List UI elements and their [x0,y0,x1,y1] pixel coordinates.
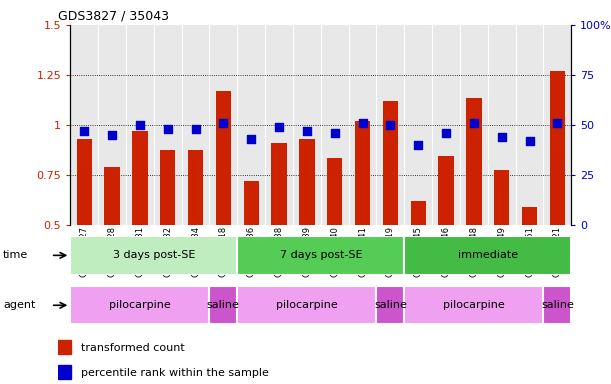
Bar [98,25,126,225]
Text: time: time [3,250,28,260]
Bar [382,101,398,225]
Text: saline: saline [207,300,240,310]
Bar [404,286,543,324]
Point [79,128,89,134]
Bar [321,25,349,225]
Bar [293,25,321,225]
Point [302,128,312,134]
Bar [432,25,460,225]
Bar [58,365,71,379]
Text: immediate: immediate [458,250,518,260]
Point [191,126,200,132]
Text: agent: agent [3,300,35,310]
Bar [376,286,404,324]
Bar [327,158,342,225]
Bar [244,181,259,225]
Point [219,120,229,126]
Bar [104,167,120,225]
Bar [522,207,537,225]
Text: pilocarpine: pilocarpine [109,300,170,310]
Bar [438,156,454,225]
Bar [70,25,98,225]
Bar [76,139,92,225]
Text: 7 days post-SE: 7 days post-SE [279,250,362,260]
Bar [349,25,376,225]
Text: GDS3827 / 35043: GDS3827 / 35043 [58,10,169,23]
Point [246,136,256,142]
Bar [237,25,265,225]
Bar [154,25,181,225]
Bar [516,25,543,225]
Bar [58,340,71,354]
Bar [181,25,210,225]
Text: pilocarpine: pilocarpine [443,300,505,310]
Bar [70,286,210,324]
Bar [488,25,516,225]
Bar [466,98,481,225]
Point [107,132,117,138]
Bar [543,286,571,324]
Point [330,130,340,136]
Bar [550,71,565,225]
Point [163,126,172,132]
Bar [126,25,154,225]
Bar [237,286,376,324]
Text: percentile rank within the sample: percentile rank within the sample [81,368,268,378]
Bar [460,25,488,225]
Bar [237,236,404,275]
Point [552,120,562,126]
Bar [355,121,370,225]
Point [469,120,479,126]
Bar [543,25,571,225]
Bar [216,91,231,225]
Bar [404,25,432,225]
Bar [411,201,426,225]
Point [497,134,507,140]
Point [274,124,284,130]
Bar [188,150,203,225]
Point [386,122,395,128]
Bar [132,131,147,225]
Bar [160,150,175,225]
Text: transformed count: transformed count [81,343,185,353]
Bar [210,25,237,225]
Bar [404,236,571,275]
Point [357,120,367,126]
Bar [271,143,287,225]
Point [135,122,145,128]
Bar [299,139,315,225]
Text: 3 days post-SE: 3 days post-SE [112,250,195,260]
Text: saline: saline [374,300,407,310]
Bar [494,170,510,225]
Text: pilocarpine: pilocarpine [276,300,338,310]
Point [525,138,535,144]
Bar [376,25,404,225]
Point [441,130,451,136]
Point [413,142,423,148]
Bar [210,286,237,324]
Text: saline: saline [541,300,574,310]
Bar [70,236,237,275]
Bar [265,25,293,225]
